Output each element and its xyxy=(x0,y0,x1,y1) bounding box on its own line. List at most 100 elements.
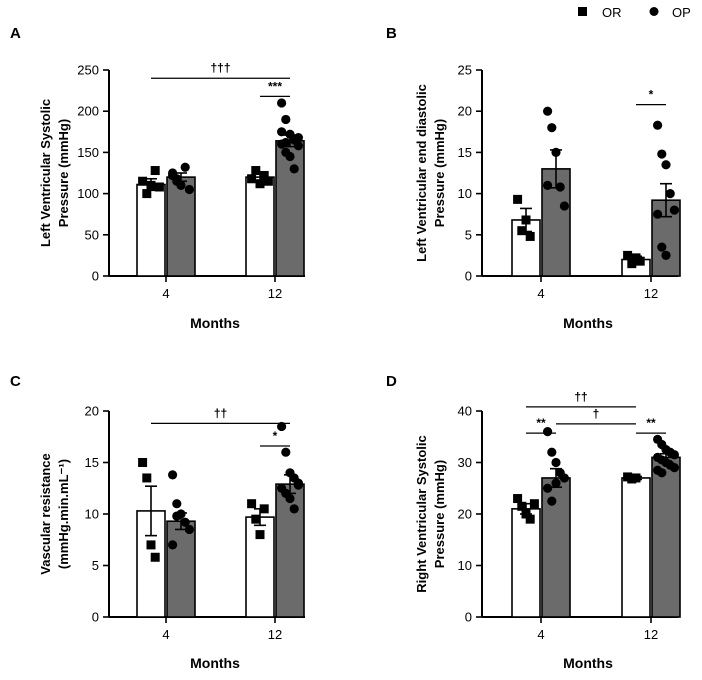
x-tick-label: 12 xyxy=(268,627,282,642)
significance-label: *** xyxy=(268,79,282,93)
y-tick-label: 25 xyxy=(458,63,472,78)
bar-or xyxy=(245,176,275,277)
y-tick-label: 200 xyxy=(77,104,99,119)
data-point-circle xyxy=(669,450,680,460)
significance-label: ** xyxy=(536,416,546,430)
data-point-circle xyxy=(293,480,303,490)
data-point-circle xyxy=(289,504,299,514)
bar-op xyxy=(541,477,571,618)
data-point-square xyxy=(627,259,637,269)
y-tick-label: 0 xyxy=(465,269,472,284)
data-point-square xyxy=(251,166,261,176)
x-axis-title: Months xyxy=(190,315,240,331)
data-point-circle xyxy=(168,470,178,480)
y-axis-title: Right Ventricular Systolic xyxy=(414,435,429,593)
y-tick-label: 10 xyxy=(85,507,99,522)
data-point-circle xyxy=(180,517,190,527)
data-point-square xyxy=(521,509,531,519)
bar-or xyxy=(136,183,166,277)
data-point-circle xyxy=(180,162,190,172)
x-axis-title: Months xyxy=(563,315,613,331)
data-point-square xyxy=(154,182,164,192)
x-tick-label: 4 xyxy=(537,286,544,301)
y-tick-label: 15 xyxy=(85,455,99,470)
bar-or xyxy=(621,477,651,618)
data-point-square xyxy=(138,176,148,186)
x-tick-label: 12 xyxy=(644,627,658,642)
data-point-square xyxy=(247,499,257,509)
data-point-square xyxy=(263,176,273,186)
data-point-circle xyxy=(293,132,303,143)
y-axis-title: Left Ventricular Systolic xyxy=(38,99,53,247)
data-point-circle xyxy=(285,151,295,162)
y-tick-label: 50 xyxy=(85,227,99,242)
bar-or xyxy=(511,508,541,618)
data-point-square xyxy=(146,180,156,190)
data-point-circle xyxy=(559,473,570,483)
data-point-square xyxy=(138,458,148,467)
data-point-square xyxy=(513,194,523,204)
legend-or-marker xyxy=(578,7,587,16)
data-point-circle xyxy=(281,137,291,148)
significance-label: †† xyxy=(214,406,227,420)
significance-label: † xyxy=(593,407,600,421)
x-axis-title: Months xyxy=(563,655,613,671)
y-tick-label: 10 xyxy=(458,186,472,201)
y-tick-label: 30 xyxy=(458,455,472,470)
bar-op xyxy=(651,456,681,618)
data-point-square xyxy=(142,473,152,483)
data-point-square xyxy=(623,250,633,260)
y-axis-title: Vascular resistance xyxy=(38,453,53,574)
data-point-circle xyxy=(543,483,553,493)
data-point-circle xyxy=(277,421,287,432)
significance-label: †† xyxy=(574,390,587,404)
data-point-square xyxy=(631,473,641,483)
x-tick-label: 4 xyxy=(162,286,169,301)
y-tick-label: 20 xyxy=(85,404,99,419)
data-point-circle xyxy=(547,123,557,133)
data-point-circle xyxy=(657,468,667,478)
data-point-square xyxy=(146,540,156,550)
panel-a: A 0 50 100 150 200 250 4 12 ††† *** Left Ventricula… xyxy=(10,25,305,331)
panel-letter: D xyxy=(386,373,397,390)
bar-op xyxy=(275,140,305,277)
data-point-square xyxy=(517,501,527,511)
x-tick-label: 4 xyxy=(537,627,544,642)
data-point-square xyxy=(525,514,535,524)
data-point-circle xyxy=(669,463,680,473)
bar-op xyxy=(275,483,305,618)
data-point-circle xyxy=(281,447,291,457)
y-tick-label: 20 xyxy=(458,507,472,522)
data-point-square xyxy=(251,514,261,524)
y-tick-label: 150 xyxy=(77,145,99,160)
data-point-square xyxy=(513,494,523,504)
y-tick-label: 100 xyxy=(77,186,99,201)
panel-b: B 0 5 10 15 20 25 4 12 * Left Ventricular end dias… xyxy=(386,25,681,331)
data-point-circle xyxy=(168,540,178,550)
data-point-circle xyxy=(657,149,667,159)
data-point-circle xyxy=(184,184,194,195)
data-point-square xyxy=(150,552,160,562)
significance-label: * xyxy=(273,429,278,443)
bar-or xyxy=(511,219,541,277)
data-point-square xyxy=(142,189,152,199)
panel-c: C 0 5 10 15 20 4 12 †† * Vascular resistance (mmHg.… xyxy=(10,373,305,671)
data-point-circle xyxy=(277,98,287,108)
data-point-circle xyxy=(543,427,553,437)
data-point-square xyxy=(150,166,160,176)
data-point-square xyxy=(525,231,535,241)
legend-or-label: OR xyxy=(602,5,622,20)
data-point-circle xyxy=(661,160,671,170)
y-tick-label: 20 xyxy=(458,104,472,119)
data-point-square xyxy=(259,170,269,180)
data-point-circle xyxy=(281,114,291,125)
y-tick-label: 10 xyxy=(458,558,472,573)
y-tick-label: 15 xyxy=(458,145,472,160)
data-point-circle xyxy=(551,478,561,488)
data-point-square xyxy=(255,530,265,540)
legend-op-marker xyxy=(649,7,659,16)
data-point-circle xyxy=(172,499,182,509)
y-axis-title: (mmHg.min.mL⁻¹) xyxy=(56,459,71,569)
data-point-square xyxy=(255,179,265,189)
